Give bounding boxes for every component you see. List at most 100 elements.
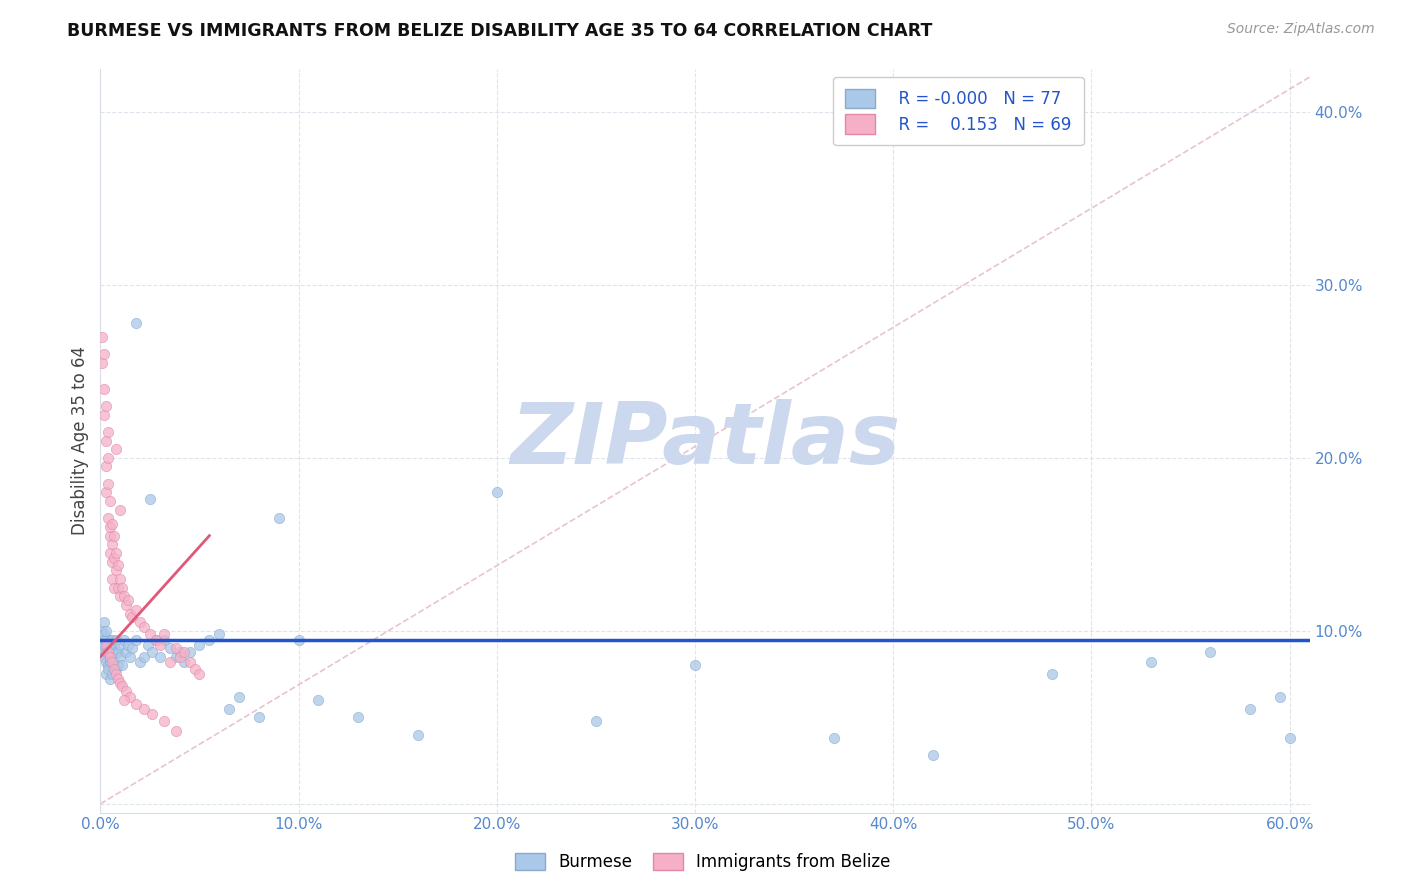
Point <box>115 598 138 612</box>
Y-axis label: Disability Age 35 to 64: Disability Age 35 to 64 <box>72 346 89 535</box>
Point <box>98 529 121 543</box>
Point <box>98 632 121 647</box>
Point <box>108 649 131 664</box>
Point <box>105 667 128 681</box>
Point <box>121 641 143 656</box>
Point <box>129 615 152 630</box>
Point <box>96 667 118 681</box>
Point <box>101 572 124 586</box>
Point <box>267 511 290 525</box>
Point <box>98 655 121 669</box>
Point <box>91 641 114 656</box>
Point <box>96 485 118 500</box>
Point <box>112 693 135 707</box>
Point <box>247 710 270 724</box>
Point <box>101 537 124 551</box>
Point <box>198 632 221 647</box>
Point <box>107 673 129 687</box>
Point <box>105 442 128 457</box>
Point <box>120 607 142 621</box>
Point <box>159 655 181 669</box>
Point <box>96 632 118 647</box>
Point <box>149 638 172 652</box>
Point <box>103 662 125 676</box>
Point <box>165 649 187 664</box>
Point <box>132 620 155 634</box>
Point <box>101 516 124 531</box>
Point <box>96 459 118 474</box>
Point <box>97 662 120 676</box>
Point <box>98 649 121 664</box>
Point <box>129 655 152 669</box>
Point <box>108 502 131 516</box>
Point <box>683 658 706 673</box>
Point <box>96 434 118 448</box>
Point <box>101 667 124 681</box>
Point <box>125 697 148 711</box>
Point <box>139 627 162 641</box>
Point <box>218 702 240 716</box>
Point <box>112 632 135 647</box>
Point <box>103 638 125 652</box>
Point <box>107 645 129 659</box>
Point <box>93 638 115 652</box>
Point <box>97 450 120 465</box>
Point <box>105 632 128 647</box>
Legend: Burmese, Immigrants from Belize: Burmese, Immigrants from Belize <box>508 845 898 880</box>
Point <box>307 693 329 707</box>
Text: BURMESE VS IMMIGRANTS FROM BELIZE DISABILITY AGE 35 TO 64 CORRELATION CHART: BURMESE VS IMMIGRANTS FROM BELIZE DISABI… <box>67 22 932 40</box>
Point <box>922 748 945 763</box>
Text: Source: ZipAtlas.com: Source: ZipAtlas.com <box>1227 22 1375 37</box>
Point <box>165 724 187 739</box>
Point <box>105 563 128 577</box>
Point <box>406 728 429 742</box>
Point <box>125 316 148 330</box>
Point <box>179 655 201 669</box>
Point <box>107 558 129 573</box>
Point <box>93 347 115 361</box>
Point <box>169 645 191 659</box>
Point <box>105 662 128 676</box>
Point <box>108 675 131 690</box>
Point <box>108 638 131 652</box>
Point <box>188 667 211 681</box>
Point <box>103 655 125 669</box>
Point <box>98 546 121 560</box>
Point <box>152 632 174 647</box>
Point <box>97 645 120 659</box>
Point <box>1140 655 1163 669</box>
Point <box>120 690 142 704</box>
Point <box>141 645 163 659</box>
Point <box>97 476 120 491</box>
Point <box>101 555 124 569</box>
Point <box>91 624 114 638</box>
Point <box>93 408 115 422</box>
Point <box>208 627 231 641</box>
Point <box>485 485 508 500</box>
Point <box>179 645 201 659</box>
Point <box>93 627 115 641</box>
Point <box>120 649 142 664</box>
Point <box>101 655 124 669</box>
Point <box>93 382 115 396</box>
Point <box>152 627 174 641</box>
Point <box>111 581 134 595</box>
Point <box>139 492 162 507</box>
Point <box>105 546 128 560</box>
Point <box>125 632 148 647</box>
Point <box>98 649 121 664</box>
Legend:   R = -0.000   N = 77,   R =    0.153   N = 69: R = -0.000 N = 77, R = 0.153 N = 69 <box>834 77 1084 145</box>
Point <box>103 581 125 595</box>
Point <box>93 615 115 630</box>
Point <box>105 645 128 659</box>
Point <box>1040 667 1063 681</box>
Point <box>91 632 114 647</box>
Point <box>136 638 159 652</box>
Point <box>96 624 118 638</box>
Point <box>188 638 211 652</box>
Point <box>103 529 125 543</box>
Point <box>132 649 155 664</box>
Point <box>145 632 167 647</box>
Point <box>1278 731 1301 746</box>
Point <box>97 425 120 439</box>
